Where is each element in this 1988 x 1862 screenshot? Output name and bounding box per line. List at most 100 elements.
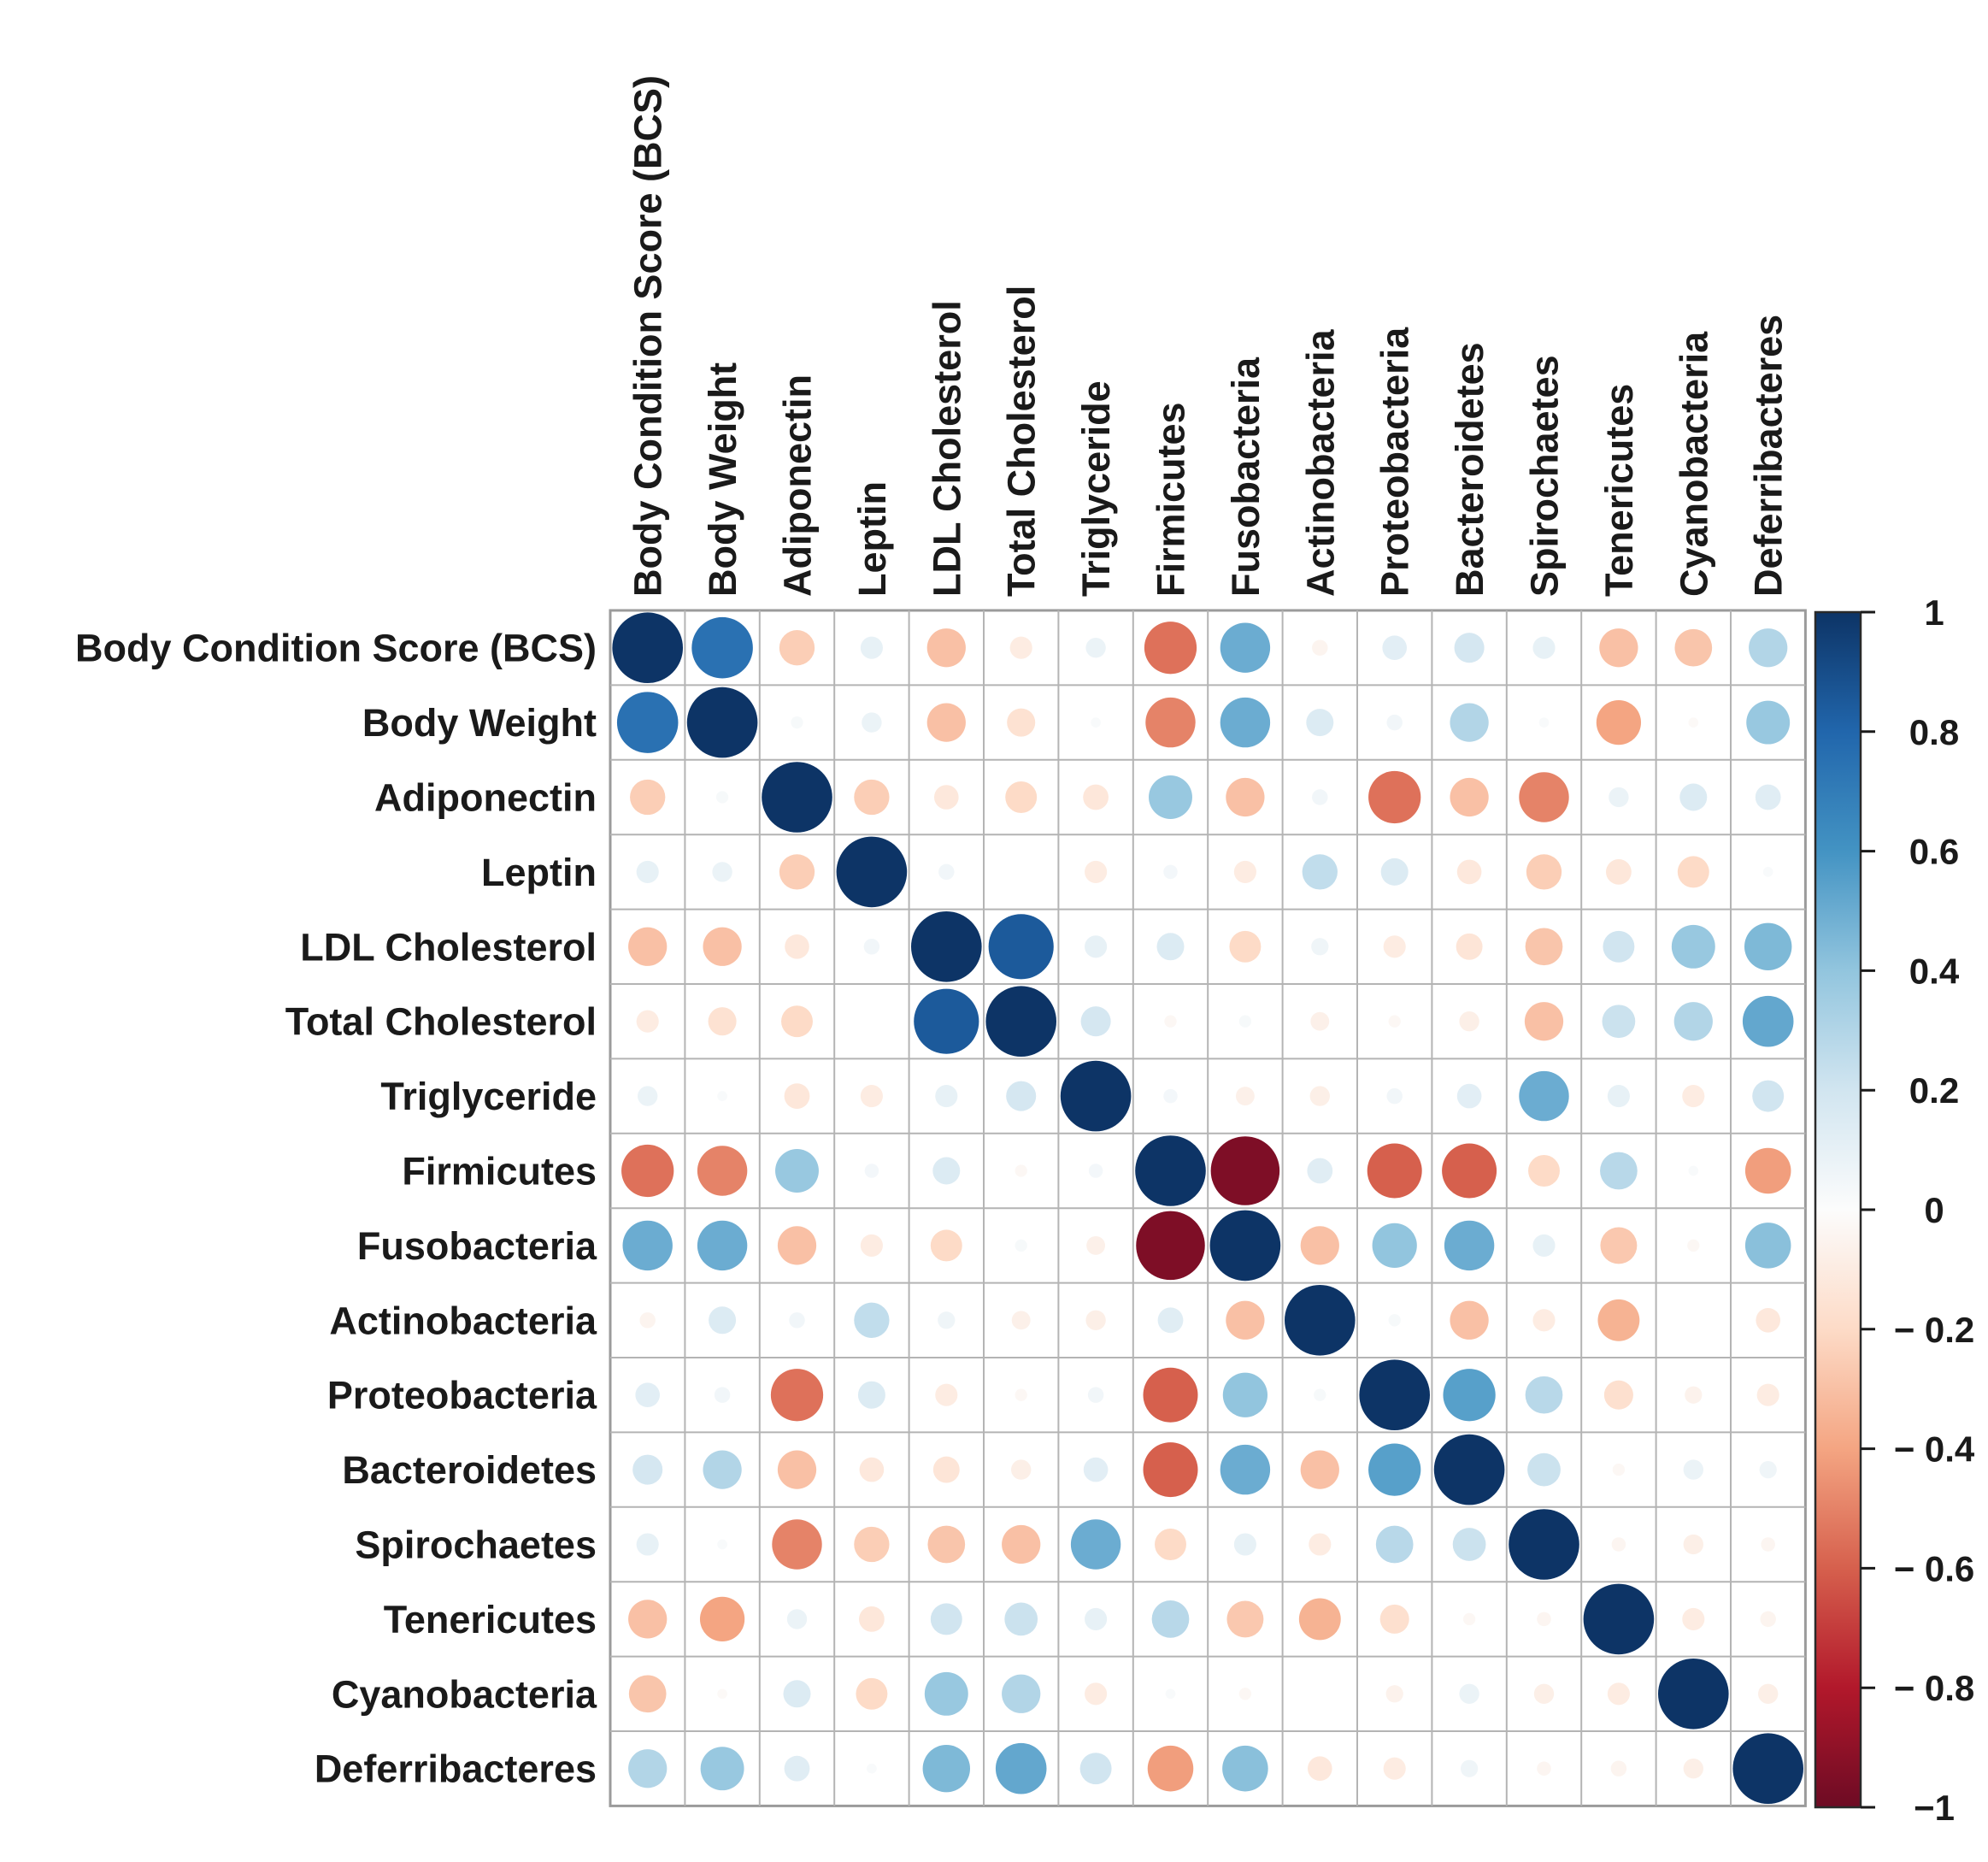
corr-circle [784,1755,810,1782]
corr-circle [1758,1683,1779,1704]
corr-circle [712,862,732,882]
colorbar-tick-label: 0.2 [1909,1070,1959,1111]
corr-circle [1611,1537,1626,1552]
corr-circle [612,612,683,683]
corr-circle [1460,1759,1479,1777]
row-label: Body Weight [362,701,597,745]
column-label: Adiponectin [776,374,820,597]
corr-circle [1209,1210,1281,1282]
row-label: Body Condition Score (BCS) [75,627,597,670]
column-label: Proteobacteria [1373,327,1417,597]
column-label: Deferribacteres [1747,315,1791,597]
corr-circle [628,1600,668,1639]
row-label: Fusobacteria [357,1224,597,1268]
corr-circle [927,1525,966,1564]
corr-circle [1603,1380,1633,1410]
corr-circle [628,1675,667,1713]
corr-circle [1367,1143,1422,1199]
corr-circle [1746,700,1791,745]
colorbar-tick-label: − 0.2 [1894,1310,1975,1350]
column-label: Triglyceride [1074,380,1118,597]
corr-circle [1079,1753,1112,1785]
corr-circle [859,1457,885,1482]
corr-circle [1599,628,1638,668]
corr-circle [1011,1311,1031,1330]
column-label: LDL Cholesterol [925,300,968,597]
colorbar-tick-label: 0.6 [1909,832,1959,872]
row-label: Triglyceride [380,1075,597,1118]
corr-circle [995,1742,1047,1794]
corr-circle [781,1005,813,1038]
corr-circle [697,1220,748,1271]
corr-circle [1671,924,1715,969]
column-label: Bacteroidetes [1448,342,1491,597]
corr-circle [1006,1081,1037,1111]
corr-circle [935,1085,958,1108]
corr-circle [1456,1083,1482,1109]
corr-circle [864,1164,879,1178]
corr-circle [1452,1528,1486,1561]
corr-circle [1220,622,1271,673]
corr-circle [1583,1583,1655,1655]
corr-circle [1312,639,1328,656]
corr-circle [1687,1239,1700,1252]
corr-circle [1135,1135,1206,1206]
corr-circle [1537,1612,1551,1627]
corr-circle [1226,1300,1265,1340]
corr-circle [1143,1442,1198,1498]
corr-circle [1157,1307,1184,1334]
corr-circle [1091,717,1101,728]
corr-circle [1454,633,1485,663]
corr-circle [1004,1602,1038,1636]
corr-circle [1375,1525,1414,1564]
corr-circle [762,762,832,833]
corr-circle [1749,628,1788,668]
corr-circle [691,616,753,679]
corr-circle [1226,777,1265,817]
corr-circle [1165,1688,1176,1700]
corr-circle [1285,1285,1356,1356]
row-label: Proteobacteria [327,1374,597,1417]
corr-circle [1607,1085,1630,1108]
corr-circle [1382,635,1408,661]
corr-circle [1383,1757,1406,1780]
row-label: Total Cholesterol [285,1000,597,1044]
corr-circle [1388,1314,1401,1327]
corr-circle [1147,1745,1194,1792]
corr-circle [1537,1761,1551,1776]
corr-circle [636,1533,659,1556]
corr-circle [1314,1388,1326,1401]
corr-circle [1302,854,1338,890]
corr-circle [1309,1533,1332,1556]
column-label: Leptin [850,481,894,597]
corr-circle [1086,1235,1106,1255]
correlation-circles [612,612,1803,1804]
corr-circle [854,1302,890,1338]
corr-circle [1597,1299,1640,1341]
corr-circle [636,1010,659,1033]
corr-circle [1528,1155,1560,1187]
corr-circle [786,1609,808,1629]
corr-circle [1519,772,1569,822]
corr-circle [1229,930,1262,963]
corr-circle [1600,1152,1638,1190]
row-label: Tenericutes [384,1598,597,1641]
corr-circle [1679,783,1708,811]
corr-circle [1524,1002,1564,1041]
corr-circle [1085,935,1108,958]
corr-circle [862,712,882,733]
corr-circle [630,779,666,816]
corr-circle [1220,1444,1271,1495]
corr-circle [1015,1239,1027,1252]
colorbar-tick-label: 0.4 [1909,951,1960,991]
corr-circle [1683,1459,1703,1480]
corr-circle [1450,1300,1489,1340]
row-label: Deferribacteres [315,1747,597,1791]
colorbar-tick-label: −1 [1914,1788,1955,1828]
corr-circle [638,1086,658,1106]
corr-circle [856,1677,888,1710]
row-label: Leptin [481,851,597,894]
corr-circle [1083,784,1109,810]
corr-circle [1683,1759,1703,1779]
corr-circle [1602,1005,1636,1039]
